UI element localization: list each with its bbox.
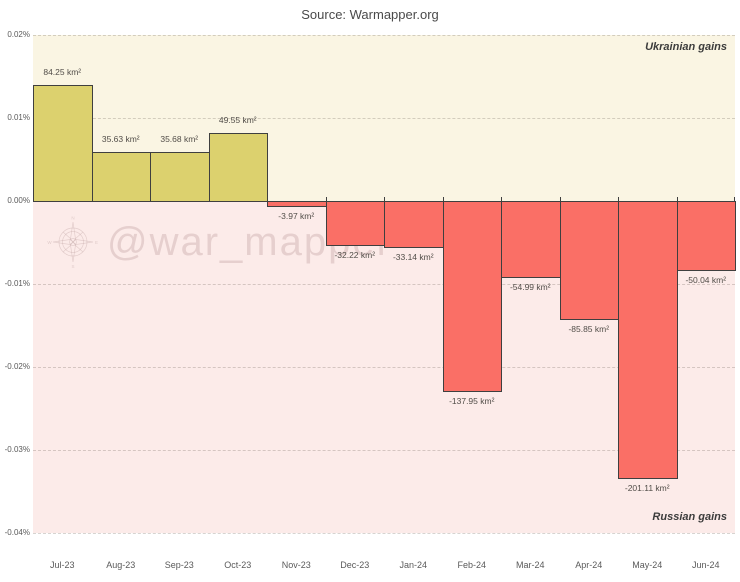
bar-jun-24 [676, 201, 736, 271]
russian-gains-label: Russian gains [652, 511, 727, 523]
ukrainian-gains-label: Ukrainian gains [645, 41, 727, 53]
bar-value-label-jul-23: 84.25 km² [43, 67, 82, 78]
y-axis-tick-label: 0.01% [7, 113, 30, 122]
bar-value-label-sep-23: 35.68 km² [160, 133, 199, 144]
x-axis-label-jan-24: Jan-24 [399, 560, 428, 570]
x-axis-label-dec-23: Dec-23 [340, 560, 370, 570]
bar-may-24 [618, 201, 678, 479]
x-axis-label-aug-23: Aug-23 [106, 560, 136, 570]
bar-apr-24 [559, 201, 619, 321]
x-axis-label-feb-24: Feb-24 [457, 560, 487, 570]
y-axis-tick-label: 0.00% [7, 196, 30, 205]
zero-axis-tick [267, 197, 268, 201]
zero-axis-tick [560, 197, 561, 201]
bar-dec-23 [325, 201, 385, 247]
zero-axis-tick [501, 197, 502, 201]
y-axis-tick-label: -0.02% [4, 362, 30, 371]
chart-title: Source: Warmapper.org [301, 7, 439, 22]
bar-feb-24 [442, 201, 502, 392]
gridline-0.02% [33, 35, 735, 36]
bar-oct-23 [208, 132, 268, 202]
gridline--0.04% [33, 533, 735, 534]
zero-axis-tick [33, 197, 34, 201]
x-axis-label-jun-24: Jun-24 [691, 560, 720, 570]
x-axis-label-mar-24: Mar-24 [515, 560, 545, 570]
bar-value-label-may-24: -201.11 km² [624, 482, 670, 493]
bar-value-label-mar-24: -54.99 km² [509, 281, 551, 292]
gridline--0.03% [33, 450, 735, 451]
y-axis-tick-label: -0.04% [4, 528, 30, 537]
zero-axis-tick [443, 197, 444, 201]
bar-value-label-oct-23: 49.55 km² [218, 114, 257, 125]
y-axis-tick-label: -0.03% [4, 445, 30, 454]
gridline-0.01% [33, 118, 735, 119]
zero-axis-tick [734, 197, 735, 201]
bar-mar-24 [501, 201, 561, 278]
x-axis-label-apr-24: Apr-24 [575, 560, 603, 570]
bar-value-label-aug-23: 35.63 km² [101, 134, 140, 144]
zero-axis-tick [677, 197, 678, 201]
bar-nov-23 [267, 201, 327, 208]
bar-jan-24 [384, 201, 444, 248]
x-axis-label-oct-23: Oct-23 [224, 560, 252, 570]
bar-value-label-jun-24: -50.04 km² [685, 274, 727, 285]
zero-axis-tick [150, 197, 151, 201]
bar-value-label-dec-23: -32.22 km² [334, 250, 376, 261]
bar-value-label-nov-23: -3.97 km² [278, 211, 315, 222]
x-axis-label-sep-23: Sep-23 [164, 560, 194, 570]
x-axis-label-nov-23: Nov-23 [281, 560, 311, 570]
bar-value-label-jan-24: -33.14 km² [392, 251, 434, 262]
gridline--0.02% [33, 367, 735, 368]
x-axis-label-jul-23: Jul-23 [49, 560, 75, 570]
bar-value-label-feb-24: -137.95 km² [449, 395, 495, 406]
zero-axis-tick [618, 197, 619, 201]
zero-axis-tick [92, 197, 93, 201]
x-axis-label-may-24: May-24 [632, 560, 663, 570]
zero-axis-tick [209, 197, 210, 201]
y-axis-tick-label: -0.01% [4, 279, 30, 288]
gridline--0.01% [33, 284, 735, 285]
bar-jul-23 [33, 85, 93, 202]
bar-aug-23 [91, 152, 151, 202]
bar-sep-23 [150, 151, 210, 202]
zero-axis-tick [326, 197, 327, 201]
zero-axis-tick [384, 197, 385, 201]
y-axis-tick-label: 0.02% [7, 30, 30, 39]
plot-area: N S W E @war_mapper Ukrainian gains Russ… [33, 35, 736, 534]
bar-value-label-apr-24: -85.85 km² [568, 324, 610, 335]
